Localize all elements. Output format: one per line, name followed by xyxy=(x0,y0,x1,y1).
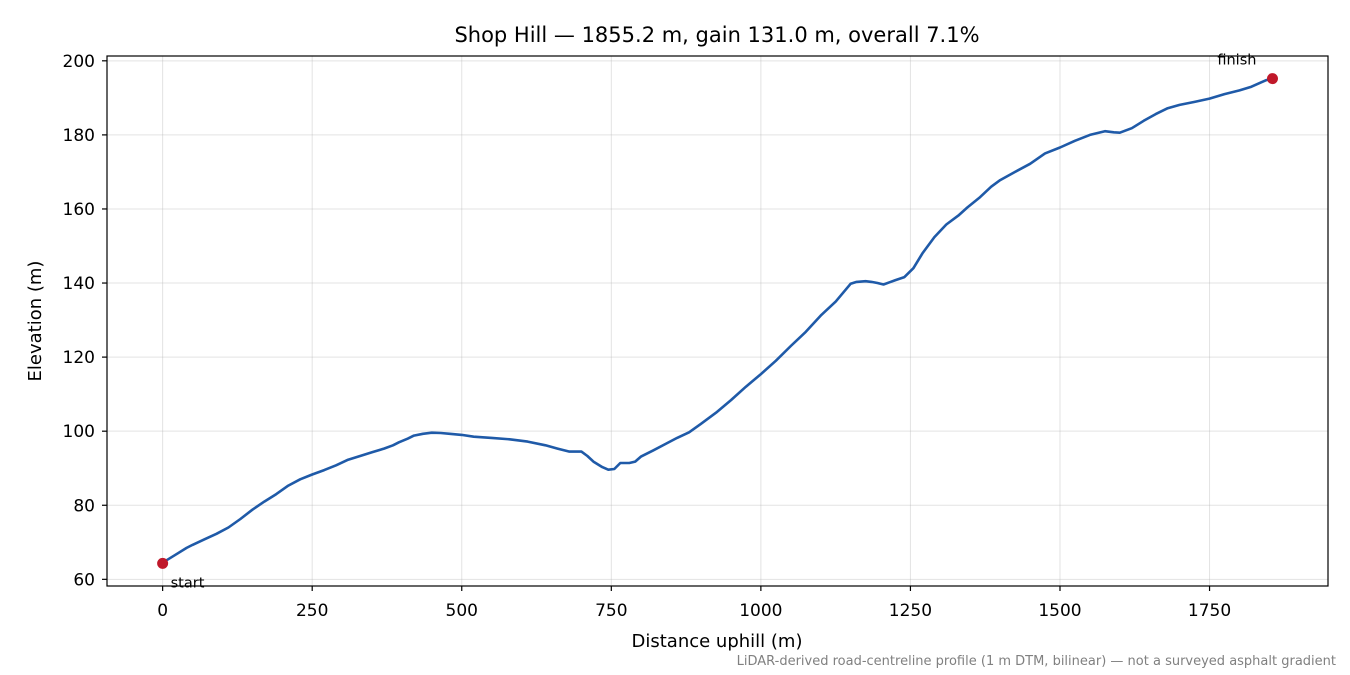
plot-frame xyxy=(106,55,1329,587)
elevation-profile-line xyxy=(161,77,1274,564)
footnote: LiDAR-derived road-centreline profile (1… xyxy=(737,654,1336,669)
y-tick-label: 80 xyxy=(73,496,95,516)
x-axis: 0 250 500 750 1000 1250 1500 1750 xyxy=(157,586,1231,621)
y-tick-label: 140 xyxy=(63,274,95,294)
x-tick-label: 1000 xyxy=(739,601,782,621)
grid xyxy=(107,56,1328,586)
y-tick-label: 120 xyxy=(63,348,95,368)
y-tick-label: 200 xyxy=(63,52,95,72)
y-tick-label: 160 xyxy=(63,200,95,220)
x-tick-label: 500 xyxy=(446,601,478,621)
start-marker xyxy=(157,557,169,569)
y-axis-label: Elevation (m) xyxy=(25,261,46,382)
x-tick-label: 750 xyxy=(595,601,627,621)
y-tick-label: 100 xyxy=(63,422,95,442)
series-layer xyxy=(161,77,1274,564)
finish-label: finish xyxy=(1217,53,1256,69)
y-axis: 60 80 100 120 140 160 180 200 xyxy=(63,52,107,590)
start-label: start xyxy=(171,575,205,591)
x-tick-label: 0 xyxy=(157,601,168,621)
marker-layer: start finish xyxy=(157,53,1278,591)
x-axis-label: Distance uphill (m) xyxy=(632,631,803,652)
x-tick-label: 1500 xyxy=(1038,601,1081,621)
x-tick-label: 250 xyxy=(296,601,328,621)
x-tick-label: 1250 xyxy=(889,601,932,621)
x-tick-label: 1750 xyxy=(1188,601,1231,621)
finish-marker xyxy=(1266,73,1278,85)
y-tick-label: 60 xyxy=(73,570,95,590)
y-tick-label: 180 xyxy=(63,126,95,146)
chart-title: Shop Hill — 1855.2 m, gain 131.0 m, over… xyxy=(454,23,979,47)
